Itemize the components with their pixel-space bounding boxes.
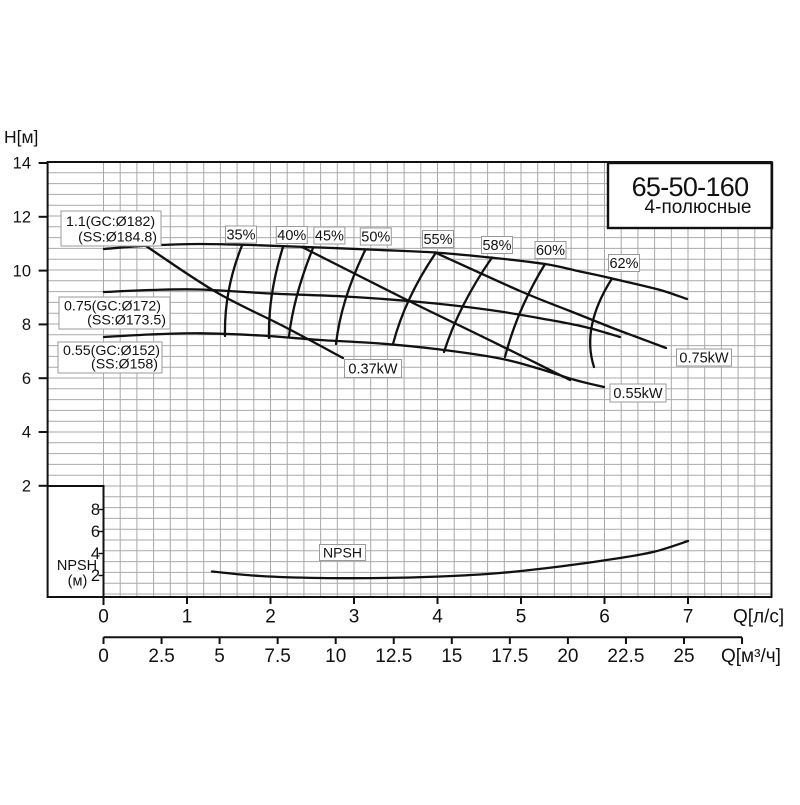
svg-text:12.5: 12.5 (375, 646, 412, 667)
svg-text:17.5: 17.5 (491, 646, 528, 667)
svg-text:50%: 50% (361, 230, 390, 246)
svg-text:4: 4 (432, 607, 443, 628)
svg-text:3: 3 (349, 607, 360, 628)
svg-text:12: 12 (13, 209, 31, 227)
svg-text:15: 15 (441, 646, 462, 667)
svg-text:20: 20 (557, 646, 578, 667)
svg-text:55%: 55% (423, 232, 452, 248)
svg-text:2: 2 (22, 478, 31, 496)
svg-text:22.5: 22.5 (607, 646, 644, 667)
svg-text:8: 8 (22, 316, 31, 334)
svg-text:10: 10 (325, 646, 346, 667)
svg-text:(SS:Ø184.8): (SS:Ø184.8) (78, 230, 157, 246)
svg-text:7: 7 (683, 607, 694, 628)
svg-text:0.37kW: 0.37kW (348, 362, 397, 378)
svg-text:(SS:Ø158): (SS:Ø158) (91, 357, 158, 373)
svg-text:NPSH: NPSH (323, 545, 362, 561)
svg-text:7.5: 7.5 (264, 646, 290, 667)
svg-text:0.55kW: 0.55kW (613, 386, 662, 402)
svg-text:14: 14 (13, 155, 31, 173)
svg-text:(SS:Ø173.5): (SS:Ø173.5) (87, 313, 166, 329)
svg-text:Q[м³/ч]: Q[м³/ч] (721, 646, 781, 667)
svg-text:35%: 35% (226, 228, 255, 244)
svg-text:0.55(GC:Ø152): 0.55(GC:Ø152) (63, 343, 160, 359)
svg-text:60%: 60% (536, 243, 565, 259)
svg-text:58%: 58% (482, 238, 511, 254)
svg-text:4: 4 (22, 424, 31, 442)
svg-text:0: 0 (98, 607, 109, 628)
svg-text:Q[л/с]: Q[л/с] (733, 607, 784, 628)
svg-text:5: 5 (516, 607, 527, 628)
svg-text:65-50-160: 65-50-160 (632, 172, 749, 202)
svg-text:1.1(GC:Ø182): 1.1(GC:Ø182) (66, 214, 155, 230)
svg-text:0.75kW: 0.75kW (679, 351, 728, 367)
svg-text:NPSH: NPSH (57, 558, 97, 574)
svg-text:0.75(GC:Ø172): 0.75(GC:Ø172) (64, 299, 161, 315)
svg-text:2.5: 2.5 (148, 646, 174, 667)
svg-text:4: 4 (91, 545, 100, 563)
svg-text:5: 5 (214, 646, 225, 667)
svg-text:0: 0 (98, 646, 109, 667)
svg-text:8: 8 (91, 501, 100, 519)
svg-text:4-полюсные: 4-полюсные (645, 197, 752, 218)
svg-text:2: 2 (91, 567, 100, 585)
svg-text:40%: 40% (277, 228, 306, 244)
svg-text:1: 1 (182, 607, 193, 628)
svg-text:6: 6 (22, 370, 31, 388)
svg-text:25: 25 (673, 646, 694, 667)
svg-text:H[м]: H[м] (4, 127, 38, 147)
svg-text:(м): (м) (68, 574, 88, 590)
svg-text:45%: 45% (315, 229, 344, 245)
svg-text:10: 10 (13, 262, 31, 280)
svg-text:6: 6 (91, 523, 100, 541)
svg-text:6: 6 (599, 607, 610, 628)
svg-text:62%: 62% (609, 256, 638, 272)
svg-text:2: 2 (265, 607, 276, 628)
